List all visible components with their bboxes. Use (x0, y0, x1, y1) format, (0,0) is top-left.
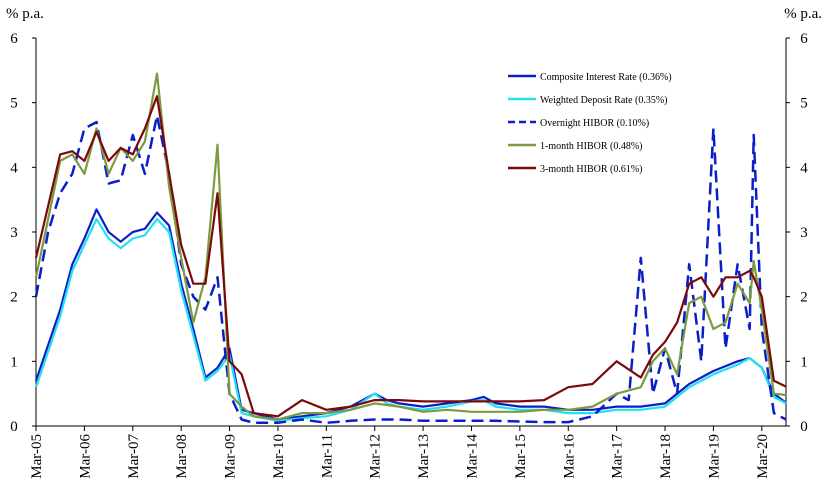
series-line-5 (34, 95, 787, 418)
x-tick-label: Mar-05 (29, 434, 45, 479)
y-tick-label-left: 6 (10, 31, 18, 47)
chart-axes: 0 0 1 1 2 2 3 3 4 4 5 5 6 6 Mar-05 Mar-06 Mar-07 Mar-08 Ma… (10, 31, 808, 479)
x-tick-label: Mar-07 (126, 434, 142, 479)
y-tick-label-left: 0 (10, 419, 18, 435)
y-axis-unit-right: % p.a. (784, 6, 822, 22)
y-tick-label-right: 4 (800, 160, 808, 176)
y-tick-label-left: 3 (10, 225, 18, 241)
x-tick-label: Mar-20 (755, 434, 771, 479)
x-tick-label: Mar-15 (513, 434, 529, 479)
legend-label-2: Weighted Deposit Rate (0.35%) (540, 95, 668, 106)
x-tick-label: Mar-12 (368, 434, 384, 479)
y-axis-unit-left: % p.a. (6, 6, 44, 22)
x-tick-label: Mar-16 (561, 434, 577, 479)
x-tick-label: Mar-19 (706, 434, 722, 479)
series-line-3 (34, 114, 787, 425)
chart-series (34, 72, 787, 425)
legend-label-1: Composite Interest Rate (0.36%) (540, 72, 672, 83)
y-tick-label-right: 2 (800, 290, 808, 306)
chart-legend: Composite Interest Rate (0.36%) Weighted … (508, 72, 672, 175)
y-tick-label-left: 5 (10, 96, 18, 112)
x-tick-label: Mar-09 (223, 434, 239, 479)
series-line-4 (34, 72, 787, 421)
y-tick-label-left: 2 (10, 290, 18, 306)
x-tick-label: Mar-14 (464, 434, 480, 479)
x-tick-label: Mar-06 (77, 434, 93, 479)
series-line-2 (34, 218, 787, 422)
x-tick-label: Mar-08 (174, 434, 190, 479)
x-tick-label: Mar-13 (416, 434, 432, 479)
legend-label-3: Overnight HIBOR (0.10%) (540, 118, 649, 129)
y-tick-label-left: 4 (10, 160, 18, 176)
x-tick-label: Mar-11 (319, 434, 335, 478)
y-tick-label-left: 1 (10, 354, 18, 370)
x-tick-label: Mar-18 (658, 434, 674, 479)
legend-label-4: 1-month HIBOR (0.48%) (540, 141, 643, 152)
x-tick-label: Mar-17 (610, 434, 626, 479)
y-tick-label-right: 6 (800, 31, 808, 47)
x-tick-label: Mar-10 (271, 434, 287, 479)
y-tick-label-right: 3 (800, 225, 808, 241)
y-tick-label-right: 1 (800, 354, 808, 370)
y-tick-label-right: 5 (800, 96, 808, 112)
legend-label-5: 3-month HIBOR (0.61%) (540, 164, 643, 175)
series-line-1 (34, 208, 787, 421)
y-tick-label-right: 0 (800, 419, 808, 435)
